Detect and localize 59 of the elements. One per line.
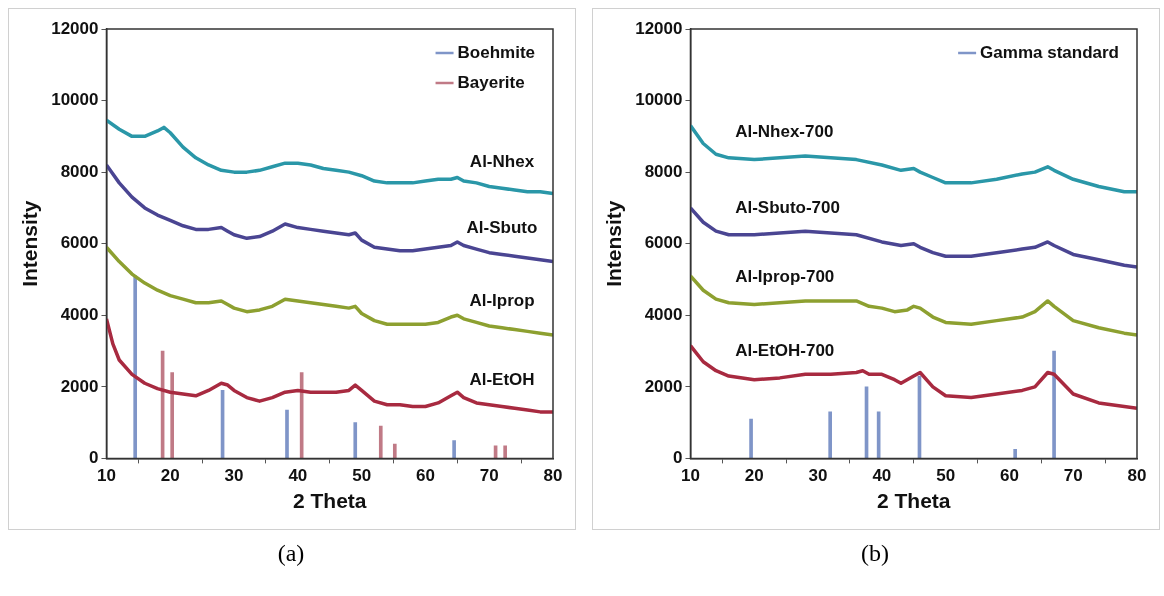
x-tick-label: 80	[1127, 466, 1147, 486]
bar	[392, 443, 397, 459]
bar	[353, 422, 358, 459]
y-tick-label: 0	[673, 448, 683, 468]
y-tick-label: 4000	[644, 304, 683, 324]
series-label: Al-Iprop	[469, 291, 535, 311]
legend-label: Gamma standard	[980, 42, 1120, 62]
x-tick-label: 40	[288, 466, 308, 486]
x-axis-title: 2 Theta	[876, 489, 951, 513]
y-tick-label: 2000	[644, 376, 683, 396]
bar	[1052, 350, 1056, 459]
x-tick-label: 60	[415, 466, 435, 486]
text: (a)	[276, 540, 306, 567]
x-axis-title: 2 Theta	[292, 489, 367, 513]
series-label: Al-Nhex-700	[735, 121, 834, 141]
x-tick-label: 20	[744, 466, 764, 486]
legend-label: Boehmite	[457, 42, 536, 62]
y-tick-label: 6000	[644, 233, 683, 253]
x-tick-label: 80	[543, 466, 563, 486]
series-label: Al-EtOH-700	[735, 340, 835, 360]
y-tick-label: 8000	[644, 161, 683, 181]
y-tick-label: 2000	[60, 376, 99, 396]
bar	[378, 425, 383, 459]
text: (b)	[860, 540, 890, 567]
legend-label: Bayerite	[457, 72, 525, 92]
x-tick-label: 40	[872, 466, 892, 486]
x-tick-label: 70	[479, 466, 499, 486]
series-label: Al-Nhex	[469, 151, 535, 171]
series-label: Al-EtOH	[469, 370, 535, 390]
y-axis-title: Intensity	[18, 200, 42, 287]
bar	[133, 275, 138, 459]
x-tick-label: 50	[936, 466, 956, 486]
bar	[749, 418, 753, 459]
y-tick-label: 6000	[60, 233, 99, 253]
x-tick-label: 70	[1063, 466, 1083, 486]
x-tick-label: 20	[160, 466, 180, 486]
bar	[828, 411, 832, 459]
x-tick-label: 60	[999, 466, 1019, 486]
bar	[1013, 449, 1017, 459]
x-tick-label: 50	[352, 466, 372, 486]
series-label: Al-Sbuto	[466, 218, 538, 238]
x-tick-label: 30	[224, 466, 244, 486]
bar	[452, 440, 456, 459]
bar	[503, 445, 507, 459]
y-axis-title: Intensity	[602, 200, 626, 287]
y-tick-label: 10000	[51, 90, 99, 110]
x-tick-label: 30	[808, 466, 828, 486]
bar	[170, 372, 175, 459]
y-tick-label: 12000	[51, 18, 99, 38]
x-tick-label: 10	[97, 466, 116, 486]
y-tick-label: 0	[89, 448, 99, 468]
series-label: Al-Sbuto-700	[735, 198, 840, 218]
bar	[285, 409, 289, 459]
y-tick-label: 8000	[60, 161, 99, 181]
series-label: Al-Iprop-700	[735, 266, 835, 286]
y-tick-label: 10000	[635, 90, 683, 110]
y-tick-label: 12000	[635, 18, 683, 38]
y-tick-label: 4000	[60, 304, 99, 324]
x-tick-label: 10	[681, 466, 700, 486]
